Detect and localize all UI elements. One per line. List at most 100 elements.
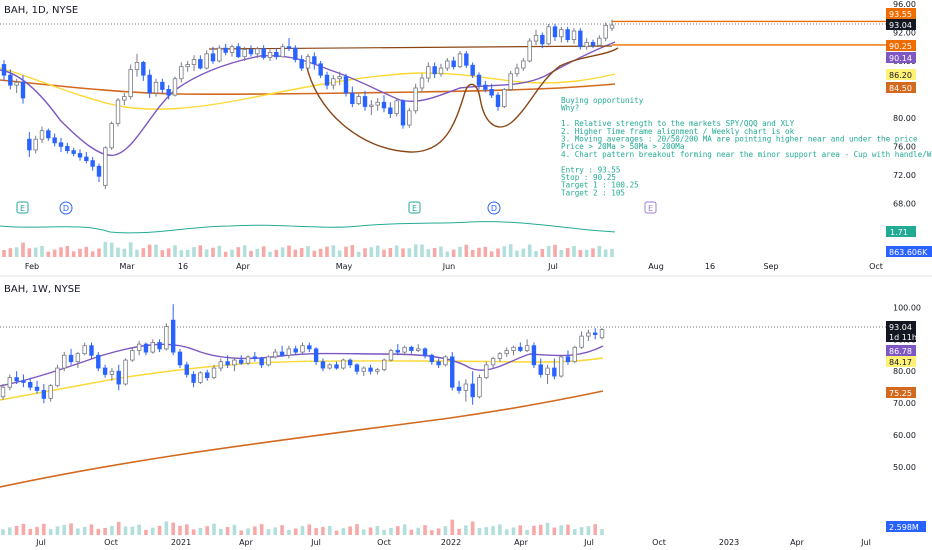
- price-label-badge: [886, 356, 916, 367]
- price-label-text: 93.04: [889, 21, 912, 30]
- volume-bar: [135, 249, 139, 257]
- candle-body: [75, 353, 81, 363]
- candle-body: [160, 81, 165, 90]
- volume-bar: [230, 249, 234, 257]
- event-earnings-icon[interactable]: [408, 201, 421, 214]
- volume-bar: [525, 529, 529, 535]
- candle-body: [77, 153, 83, 158]
- volume-bar: [409, 529, 414, 535]
- x-tick-label: Oct: [104, 538, 118, 547]
- candle-body: [318, 63, 323, 76]
- price-label-text: 93.04: [889, 323, 912, 332]
- volume-bar: [361, 529, 366, 535]
- daily-candles: [1, 19, 615, 190]
- y-tick-label: 92.00: [893, 28, 916, 37]
- candle-body: [572, 346, 577, 363]
- volume-bar: [321, 526, 325, 535]
- volume-bar: [239, 530, 244, 535]
- volume-bar: [327, 525, 332, 535]
- candle-body: [130, 350, 135, 361]
- candle-body: [375, 101, 380, 106]
- x-tick-label: 2023: [719, 538, 739, 547]
- daily-volume-bars: [2, 241, 614, 257]
- price-label-badge: [886, 387, 916, 398]
- candle-body: [33, 138, 38, 151]
- volume-bar: [97, 248, 101, 257]
- candle-body: [483, 84, 488, 90]
- volume-bar: [532, 525, 536, 535]
- candle-body: [52, 137, 57, 144]
- candle-body: [518, 346, 523, 351]
- volume-bar: [184, 524, 189, 535]
- candle-body: [150, 342, 155, 353]
- candle-body: [429, 354, 435, 363]
- note-line: Stop : 90.25: [561, 173, 616, 182]
- event-dividend-icon[interactable]: [59, 201, 73, 215]
- volume-bar: [42, 523, 46, 535]
- candle-body: [450, 356, 455, 388]
- candle-body: [299, 59, 304, 69]
- candle-body: [524, 345, 530, 351]
- volume-bar: [341, 528, 346, 535]
- x-tick-label: Feb: [25, 262, 39, 271]
- candle-body: [514, 67, 520, 75]
- volume-bar: [578, 249, 583, 257]
- volume-bar: [164, 521, 169, 535]
- volume-bar: [191, 529, 196, 535]
- candle-body: [218, 361, 224, 369]
- volume-bar: [103, 241, 108, 257]
- y-tick-label: 70.00: [893, 399, 916, 408]
- candle-body: [198, 372, 203, 383]
- candle-body: [343, 76, 349, 94]
- volume-bar: [40, 245, 44, 257]
- candle-body: [597, 37, 602, 46]
- candle-body: [456, 386, 462, 391]
- volume-bar: [515, 250, 519, 257]
- volume-bar: [565, 248, 570, 257]
- candle-body: [172, 78, 178, 96]
- volume-bar: [192, 247, 196, 257]
- event-earnings-icon[interactable]: [16, 201, 29, 214]
- daily-ma20-line: [0, 41, 616, 156]
- volume-bar: [223, 251, 228, 257]
- candle-body: [191, 59, 197, 65]
- candle-body: [565, 356, 571, 363]
- x-tick-label: Apr: [239, 538, 254, 547]
- volume-bar: [325, 246, 329, 257]
- volume-bar: [363, 248, 367, 257]
- candle-body: [71, 150, 76, 154]
- candle-body: [89, 345, 94, 356]
- candle-body: [205, 372, 210, 379]
- volume-bar: [144, 529, 148, 535]
- candle-body: [239, 359, 244, 364]
- weekly-chart: BAH, 1W, NYSE 100.0090.0080.0070.0060.00…: [0, 284, 926, 547]
- volume-bar: [65, 245, 70, 257]
- candle-body: [540, 34, 545, 45]
- volume-bar: [242, 245, 247, 257]
- volume-bar: [334, 530, 339, 535]
- candle-body: [229, 46, 235, 53]
- note-line: Target 2 : 105: [561, 188, 625, 197]
- price-label-text: 86.78: [889, 347, 912, 356]
- event-dividend-icon[interactable]: [487, 201, 501, 215]
- volume-bar: [103, 527, 107, 535]
- volume-bar: [504, 529, 509, 535]
- candle-body: [533, 34, 539, 42]
- candle-body: [538, 364, 543, 375]
- volume-bar: [450, 519, 455, 535]
- volume-bar: [141, 248, 146, 257]
- x-tick-label: Aug: [648, 262, 664, 271]
- daily-price-labels: 93.55 93.04 90.25 90.14 86.20 84.50: [886, 8, 916, 93]
- candle-body: [96, 165, 102, 177]
- candle-body: [490, 358, 496, 366]
- volume-bar: [160, 250, 165, 257]
- candle-body: [508, 73, 513, 90]
- candle-body: [451, 60, 456, 68]
- candle-body: [252, 356, 258, 359]
- volume-bar: [394, 245, 399, 257]
- candle-body: [388, 107, 393, 115]
- event-earnings-upcoming-icon[interactable]: [644, 201, 657, 214]
- volume-bar: [496, 248, 500, 257]
- y-tick-label: 96.00: [893, 0, 916, 9]
